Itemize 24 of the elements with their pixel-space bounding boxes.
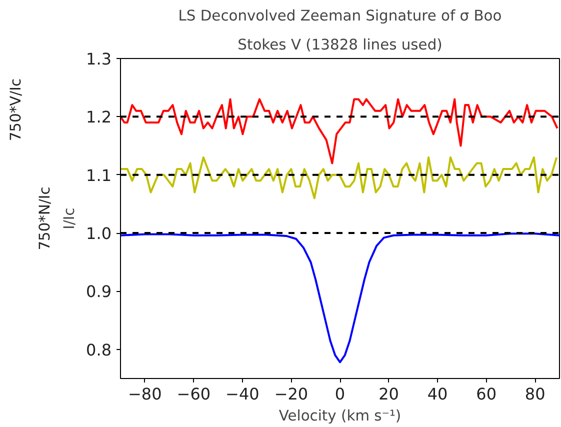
line-series (120, 232, 560, 364)
x-tick-label: −60 (176, 384, 211, 404)
y-tick-label: 1.1 (86, 166, 112, 185)
text: 750*V/Ic (8, 78, 24, 142)
line-series (120, 156, 558, 200)
x-axis-title: Velocity (km s⁻¹) (278, 408, 402, 424)
x-tick-label: 40 (427, 384, 448, 404)
y-tick-label: 1.0 (86, 224, 112, 244)
text: 750*N/Ic (36, 186, 54, 250)
x-tick-label: 60 (476, 384, 497, 404)
x-tick-label: −20 (274, 384, 308, 404)
line-series (120, 98, 558, 164)
y-tick-label: 1.3 (86, 50, 112, 68)
y-tick-label: 1.2 (86, 108, 112, 127)
x-tick-label: 80 (524, 384, 546, 404)
chart-subtitle: Stokes V (13828 lines used) (238, 36, 442, 54)
x-tick-label: −80 (128, 384, 162, 404)
x-tick-label: 0 (334, 384, 346, 404)
x-tick-label: 20 (378, 384, 399, 404)
x-tick-label: −40 (226, 384, 260, 404)
chart-title: LS Deconvolved Zeeman Signature of σ Boo (178, 8, 502, 24)
y-tick-label: 0.9 (86, 282, 112, 302)
y-axis-title: I/Ic (61, 208, 78, 230)
y-tick-label: 0.8 (86, 340, 112, 360)
